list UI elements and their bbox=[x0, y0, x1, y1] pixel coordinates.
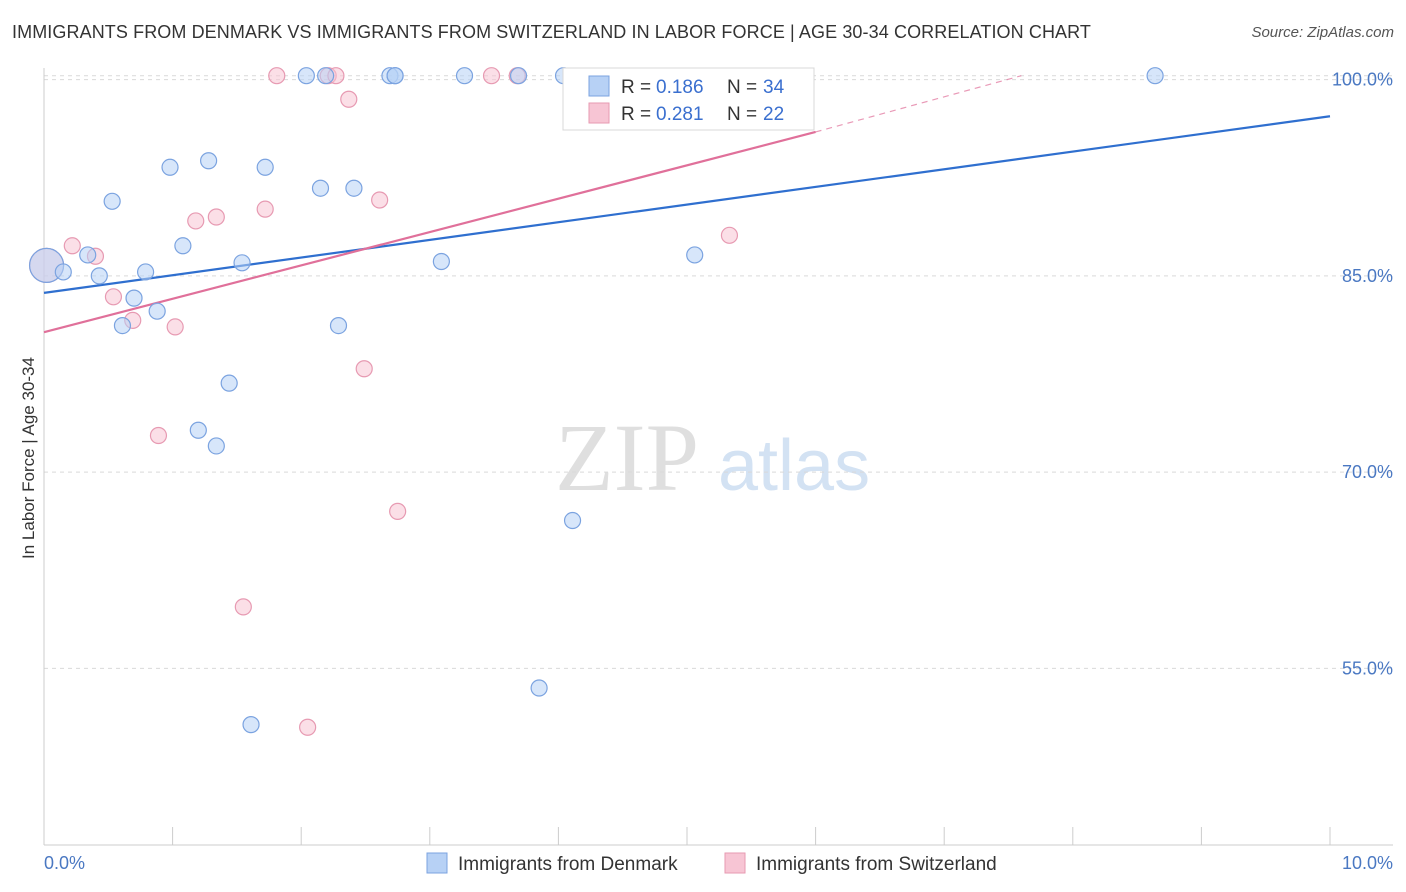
x-tick-label-max: 10.0% bbox=[1342, 853, 1393, 873]
denmark-point-26 bbox=[455, 67, 474, 85]
denmark-point-13 bbox=[207, 437, 225, 455]
denmark-point-32 bbox=[1146, 67, 1164, 85]
denmark-point-31 bbox=[686, 246, 704, 264]
switzerland-point-17 bbox=[371, 191, 389, 209]
denmark-point-30 bbox=[563, 511, 582, 530]
switzerland-points bbox=[28, 67, 739, 736]
denmark-point-27 bbox=[509, 67, 528, 85]
switzerland-point-9 bbox=[234, 598, 252, 616]
chart-title: IMMIGRANTS FROM DENMARK VS IMMIGRANTS FR… bbox=[12, 22, 1092, 42]
switzerland-point-16 bbox=[355, 360, 373, 378]
source-label: Source: ZipAtlas.com bbox=[1251, 24, 1394, 41]
denmark-point-15 bbox=[233, 254, 251, 272]
switzerland-point-7 bbox=[187, 212, 205, 230]
y-tick-label-3: 100.0% bbox=[1332, 70, 1393, 90]
grid-lines bbox=[44, 75, 1393, 669]
denmark-point-14 bbox=[220, 374, 238, 392]
switzerland-point-12 bbox=[299, 718, 317, 736]
series-legend-label-denmark: Immigrants from Denmark bbox=[458, 854, 678, 875]
series-legend-swatch-denmark bbox=[426, 852, 448, 874]
denmark-point-12 bbox=[200, 152, 218, 170]
series-legend-swatch-switzerland bbox=[724, 852, 746, 874]
switzerland-point-15 bbox=[340, 90, 358, 108]
legend-n-label-switzerland: N = bbox=[727, 104, 757, 125]
trend-lines bbox=[43, 75, 1331, 334]
denmark-point-17 bbox=[256, 158, 274, 176]
trend-line-denmark bbox=[43, 115, 1331, 294]
watermark-zip: ZIP bbox=[555, 404, 699, 511]
legend-n-label-denmark: N = bbox=[727, 77, 757, 98]
denmark-point-10 bbox=[174, 237, 192, 255]
series-legend-label-switzerland: Immigrants from Switzerland bbox=[756, 854, 997, 875]
switzerland-point-10 bbox=[256, 200, 274, 218]
trend-line-switzerland bbox=[43, 130, 816, 334]
legend-swatch-denmark bbox=[588, 75, 610, 97]
denmark-point-33 bbox=[386, 67, 404, 85]
denmark-point-28 bbox=[530, 679, 548, 697]
denmark-point-18 bbox=[297, 67, 315, 85]
legend-n-value-switzerland: 22 bbox=[763, 104, 784, 125]
switzerland-point-8 bbox=[207, 208, 225, 226]
denmark-point-11 bbox=[189, 421, 207, 439]
denmark-point-21 bbox=[329, 316, 348, 335]
switzerland-point-5 bbox=[149, 426, 168, 445]
switzerland-point-1 bbox=[63, 237, 81, 255]
denmark-point-22 bbox=[345, 179, 363, 197]
legend-r-value-denmark: 0.186 bbox=[656, 77, 704, 98]
legend-n-value-denmark: 34 bbox=[763, 77, 785, 98]
legend-r-label-denmark: R = bbox=[621, 77, 651, 98]
denmark-point-6 bbox=[125, 289, 143, 307]
switzerland-point-18 bbox=[389, 502, 407, 520]
switzerland-point-19 bbox=[482, 67, 501, 85]
denmark-points bbox=[28, 67, 1164, 734]
axes bbox=[43, 68, 1393, 846]
denmark-point-7 bbox=[136, 263, 155, 281]
legend-r-value-switzerland: 0.281 bbox=[656, 104, 704, 125]
y-tick-label-2: 85.0% bbox=[1342, 266, 1393, 286]
watermark-atlas: atlas bbox=[718, 426, 870, 506]
switzerland-point-6 bbox=[166, 318, 184, 336]
denmark-point-25 bbox=[432, 252, 450, 271]
y-tick-label-0: 55.0% bbox=[1342, 658, 1393, 678]
legend-swatch-switzerland bbox=[588, 102, 610, 124]
series-legend: Immigrants from Denmark Immigrants from … bbox=[426, 852, 997, 875]
denmark-point-4 bbox=[103, 192, 121, 210]
trend-line-switzerland-extension bbox=[815, 75, 1022, 133]
denmark-point-9 bbox=[161, 158, 179, 176]
stats-legend: R = 0.186 N = 34 R = 0.281 N = 22 bbox=[562, 67, 815, 131]
denmark-point-3 bbox=[90, 267, 108, 285]
switzerland-point-11 bbox=[268, 67, 286, 85]
denmark-point-8 bbox=[148, 302, 166, 320]
switzerland-point-21 bbox=[720, 226, 739, 244]
denmark-point-5 bbox=[113, 316, 132, 335]
x-tick-label-min: 0.0% bbox=[44, 853, 85, 873]
denmark-point-2 bbox=[79, 246, 97, 264]
denmark-point-20 bbox=[317, 67, 335, 85]
y-axis-label: In Labor Force | Age 30-34 bbox=[19, 357, 38, 559]
legend-r-label-switzerland: R = bbox=[621, 104, 651, 125]
denmark-point-16 bbox=[242, 716, 260, 734]
watermark: ZIP atlas bbox=[555, 404, 870, 511]
switzerland-point-3 bbox=[104, 288, 123, 306]
y-tick-labels: 55.0% 70.0% 85.0% 100.0% bbox=[1332, 70, 1393, 679]
denmark-point-1 bbox=[54, 263, 72, 281]
y-tick-label-1: 70.0% bbox=[1342, 462, 1393, 482]
denmark-point-19 bbox=[311, 179, 330, 197]
